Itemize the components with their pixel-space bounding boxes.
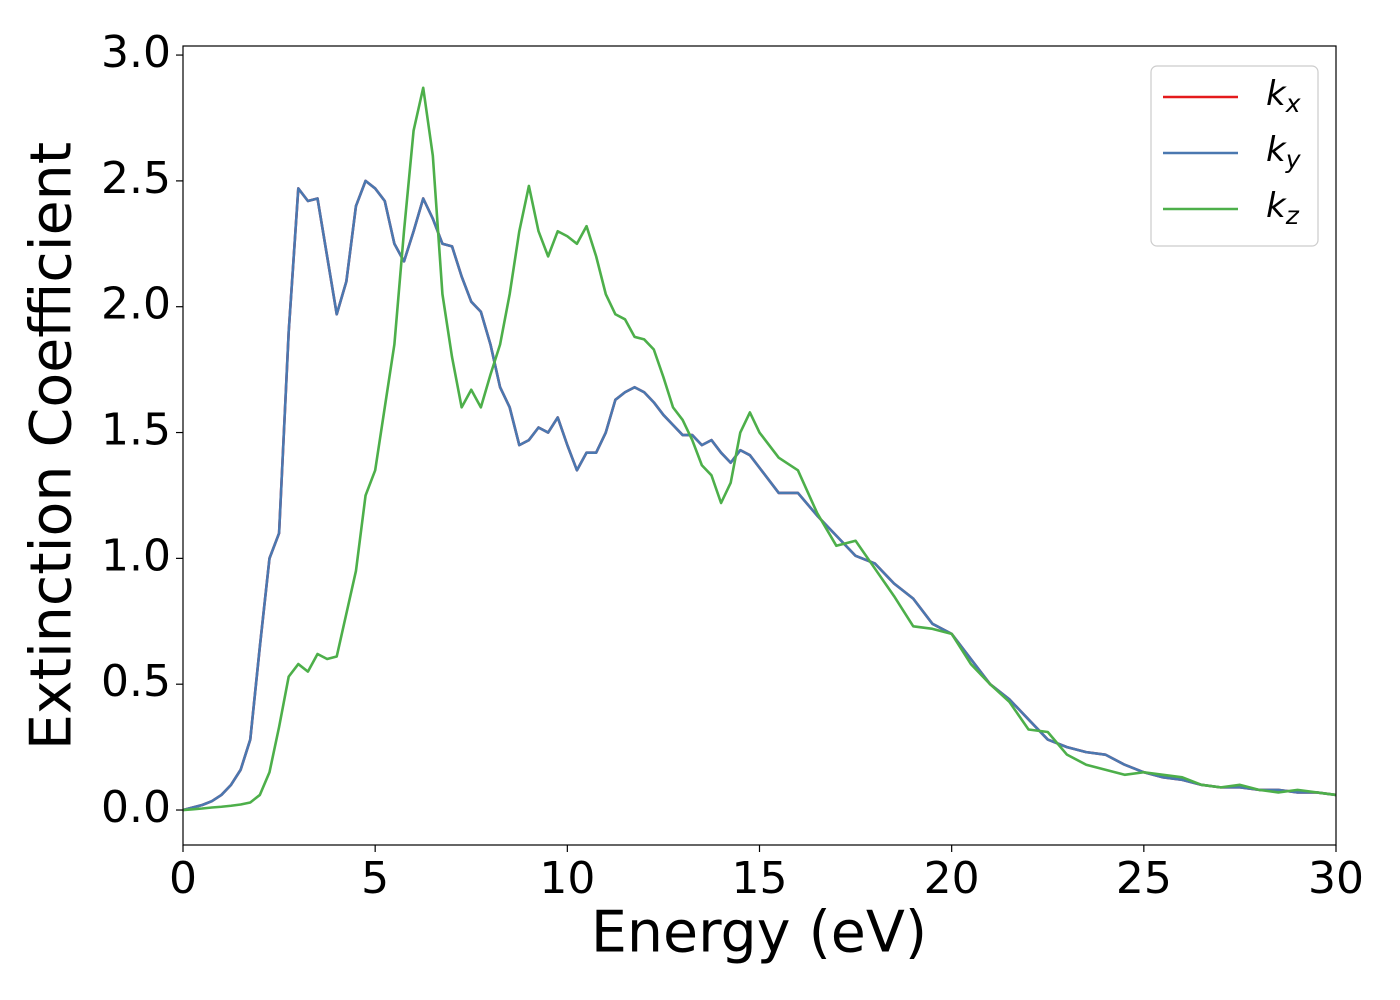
x-axis-label: Energy (eV) — [591, 900, 927, 966]
y-axis-label: Extinction Coefficient — [19, 142, 85, 750]
data-line — [182, 179, 1337, 812]
data-line — [182, 86, 1337, 812]
x-tick-label: 5 — [361, 853, 389, 904]
legend-label: kx — [1266, 74, 1301, 119]
y-tick-label: 1.5 — [101, 405, 171, 456]
x-tick-label: 0 — [169, 853, 197, 904]
y-tick-label: 0.0 — [101, 782, 171, 833]
y-tick-label: 1.0 — [101, 530, 171, 581]
x-tick-label: 30 — [1308, 853, 1364, 904]
x-tick-label: 20 — [924, 853, 980, 904]
y-tick-label: 2.0 — [101, 279, 171, 330]
legend-box — [1150, 65, 1319, 247]
data-line — [182, 179, 1337, 812]
x-tick-label: 25 — [1116, 853, 1172, 904]
y-tick-label: 3.0 — [101, 27, 171, 78]
legend-label: kz — [1266, 186, 1300, 231]
legend-label: ky — [1266, 130, 1302, 175]
plot-frame — [182, 45, 1337, 846]
y-tick-label: 2.5 — [101, 153, 171, 204]
y-tick-label: 0.5 — [101, 656, 171, 707]
x-tick-label: 15 — [732, 853, 788, 904]
x-tick-label: 10 — [539, 853, 595, 904]
